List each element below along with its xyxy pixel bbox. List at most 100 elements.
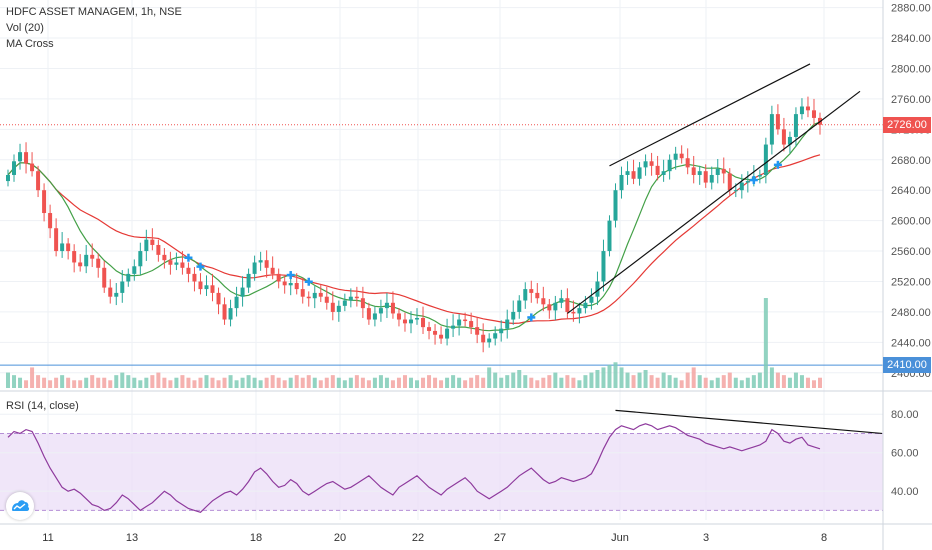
volume-bar [330, 375, 335, 388]
candle-body [66, 243, 71, 252]
volume-bar [535, 380, 540, 388]
volume-bar [595, 370, 600, 388]
volume-bar [318, 380, 323, 388]
candle-body [36, 171, 41, 191]
volume-bar [300, 377, 305, 388]
candle-body [270, 267, 275, 274]
volume-bar [342, 380, 347, 388]
volume-bar [781, 375, 786, 388]
x-tick-label: 11 [42, 532, 53, 544]
volume-bar [643, 370, 648, 388]
candle-body [174, 262, 179, 265]
candle-body [619, 174, 624, 191]
candle-body [487, 338, 492, 343]
candle-body [727, 173, 732, 191]
volume-bar [156, 372, 161, 388]
candle-body [54, 228, 59, 252]
volume-bar [721, 375, 726, 388]
candle-body [6, 174, 10, 182]
candle-body [763, 144, 768, 175]
candle-body [523, 289, 528, 301]
candle-body [559, 298, 564, 303]
candle-body [186, 267, 191, 274]
candle-body [745, 181, 750, 183]
x-tick-label: 18 [250, 532, 262, 544]
volume-bar [487, 367, 492, 388]
volume-bar [408, 377, 413, 388]
candle-body [475, 327, 480, 335]
candle-body [102, 267, 107, 288]
volume-bar [727, 372, 732, 388]
candle-body [366, 308, 371, 320]
candle-body [378, 308, 383, 314]
candle-body [691, 167, 696, 175]
x-tick-label: 22 [412, 532, 424, 544]
candle-body [144, 239, 149, 252]
volume-bar [607, 364, 612, 388]
candle-body [781, 129, 786, 145]
candle-body [673, 153, 678, 160]
volume-bar [366, 380, 371, 388]
candle-body [547, 304, 552, 311]
candle-body [192, 273, 197, 282]
candle-body [300, 289, 305, 297]
candle-body [264, 260, 269, 268]
x-tick-label: 3 [703, 532, 709, 544]
volume-bar [475, 375, 480, 388]
candle-body [24, 152, 29, 164]
marked-price-badge: 2410.00 [883, 357, 931, 374]
volume-bar [541, 377, 546, 388]
candle-body [637, 167, 642, 179]
volume-bar [757, 372, 762, 388]
candle-body [661, 171, 666, 175]
volume-bar [60, 375, 65, 388]
volume-bar [805, 377, 810, 388]
volume-bar [601, 367, 606, 388]
tradingview-logo-icon[interactable] [6, 492, 34, 520]
candle-body [535, 292, 540, 299]
candle-body [312, 292, 317, 299]
candle-body [667, 159, 672, 172]
candle-body [30, 163, 35, 172]
ma-slow-path [7, 154, 821, 325]
volume-bar [306, 375, 311, 388]
volume-bar [697, 375, 702, 388]
volume-bar [228, 375, 233, 388]
volume-bar [120, 372, 125, 388]
candle-body [84, 254, 89, 267]
volume-bar [222, 377, 227, 388]
volume-bar [18, 377, 23, 388]
volume-bar [517, 370, 522, 388]
volume-bar [240, 377, 245, 388]
volume-bar [66, 377, 71, 388]
candle-body [396, 313, 401, 320]
candle-body [649, 161, 654, 166]
ma-cross-marker [304, 277, 313, 286]
candle-body [138, 251, 143, 267]
candle-body [372, 313, 377, 320]
volume-bar [96, 377, 101, 388]
volume-bar [787, 377, 792, 388]
candle-body [126, 273, 131, 282]
candle-body [571, 311, 576, 314]
candle-body [601, 251, 606, 282]
volume-bar [312, 377, 317, 388]
volume-bar [384, 377, 389, 388]
candle-body [577, 308, 582, 314]
volume-bar [589, 372, 594, 388]
volume-bar [180, 375, 185, 388]
y-tick-label: 2560.00 [891, 246, 931, 258]
volume-bar [186, 377, 191, 388]
x-tick-label: 13 [126, 532, 138, 544]
volume-bar [763, 298, 768, 388]
candle-body [415, 318, 420, 320]
volume-bar [667, 375, 672, 388]
chart-title: HDFC ASSET MANAGEM, 1h, NSE [6, 6, 182, 18]
volume-bar [457, 377, 462, 388]
candle-body [294, 283, 299, 290]
volume-bar [174, 377, 179, 388]
candle-body [240, 287, 245, 297]
x-tick-label: 20 [334, 532, 346, 544]
